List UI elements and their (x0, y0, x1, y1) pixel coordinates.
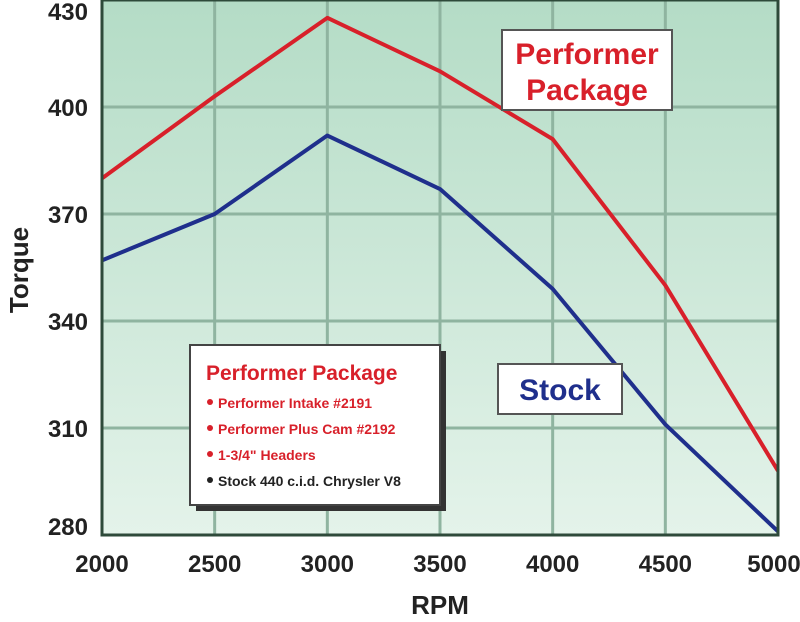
legend-item: Performer Plus Cam #2192 (218, 421, 396, 437)
legend-bullet (207, 477, 213, 483)
y-tick-label: 340 (48, 309, 88, 336)
x-tick-label: 4000 (526, 551, 579, 578)
x-tick-label: 3500 (413, 551, 466, 578)
y-tick-label: 400 (48, 95, 88, 122)
y-tick-label: 370 (48, 202, 88, 229)
legend-bullet (207, 451, 213, 457)
stock-annotation-text: Stock (519, 374, 601, 407)
y-tick-label: 310 (48, 416, 88, 443)
x-tick-label: 2000 (75, 551, 128, 578)
legend-bullet (207, 399, 213, 405)
legend-item: Performer Intake #2191 (218, 395, 372, 411)
x-tick-label: 3000 (301, 551, 354, 578)
legend-item: 1-3/4" Headers (218, 447, 316, 463)
x-tick-label: 5000 (747, 551, 800, 578)
legend-box: Performer Package Performer Intake #2191… (190, 345, 446, 511)
x-tick-label: 2500 (188, 551, 241, 578)
performer-annotation-line1: Performer (515, 38, 659, 71)
x-tick-label: 4500 (639, 551, 692, 578)
legend-item: Stock 440 c.i.d. Chrysler V8 (218, 473, 401, 489)
y-tick-labels: 430 400 370 340 310 280 (48, 0, 88, 541)
x-tick-labels: 2000 2500 3000 3500 4000 4500 5000 (75, 551, 800, 578)
y-tick-label: 280 (48, 514, 88, 541)
legend-title: Performer Package (206, 362, 397, 385)
y-axis-label: Torque (4, 227, 34, 313)
legend-bullet (207, 425, 213, 431)
y-tick-label: 430 (48, 0, 88, 26)
x-axis-label: RPM (411, 590, 469, 617)
stock-annotation: Stock (498, 364, 622, 414)
performer-annotation: Performer Package (502, 30, 672, 110)
performer-annotation-line2: Package (526, 74, 648, 107)
